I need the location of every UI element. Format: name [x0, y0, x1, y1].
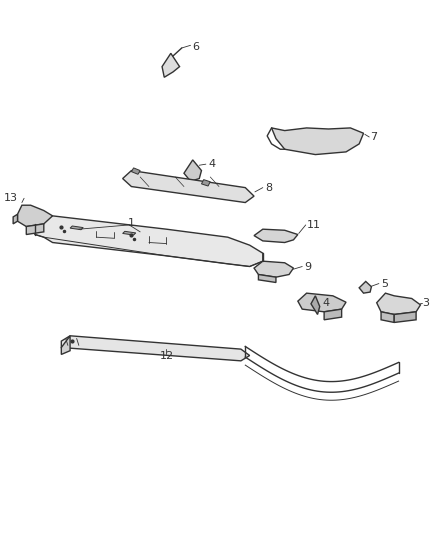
Text: 3: 3 [423, 298, 430, 308]
Polygon shape [131, 168, 140, 174]
Polygon shape [298, 293, 346, 312]
Polygon shape [201, 180, 210, 186]
Text: 6: 6 [193, 42, 200, 52]
Polygon shape [26, 224, 44, 235]
Text: 7: 7 [370, 132, 377, 142]
Polygon shape [272, 128, 364, 155]
Text: 1: 1 [128, 218, 135, 228]
Polygon shape [35, 216, 263, 266]
Polygon shape [359, 281, 371, 293]
Text: 4: 4 [208, 159, 215, 169]
Polygon shape [394, 312, 416, 322]
Polygon shape [162, 53, 180, 77]
Polygon shape [311, 296, 320, 314]
Text: 9: 9 [304, 262, 311, 271]
Polygon shape [18, 205, 53, 227]
Polygon shape [123, 171, 254, 203]
Polygon shape [377, 293, 420, 314]
Text: 11: 11 [307, 220, 321, 230]
Polygon shape [61, 336, 250, 361]
Polygon shape [324, 309, 342, 320]
Polygon shape [123, 231, 136, 235]
Text: 8: 8 [265, 183, 272, 192]
Text: 13: 13 [4, 193, 18, 203]
Polygon shape [13, 214, 18, 224]
Polygon shape [184, 160, 201, 181]
Polygon shape [254, 229, 298, 243]
Polygon shape [258, 274, 276, 282]
Polygon shape [70, 226, 83, 230]
Text: 4: 4 [323, 298, 330, 308]
Text: 12: 12 [159, 351, 173, 361]
Polygon shape [381, 312, 394, 322]
Polygon shape [61, 336, 70, 354]
Text: 5: 5 [381, 279, 388, 288]
Polygon shape [254, 261, 293, 277]
